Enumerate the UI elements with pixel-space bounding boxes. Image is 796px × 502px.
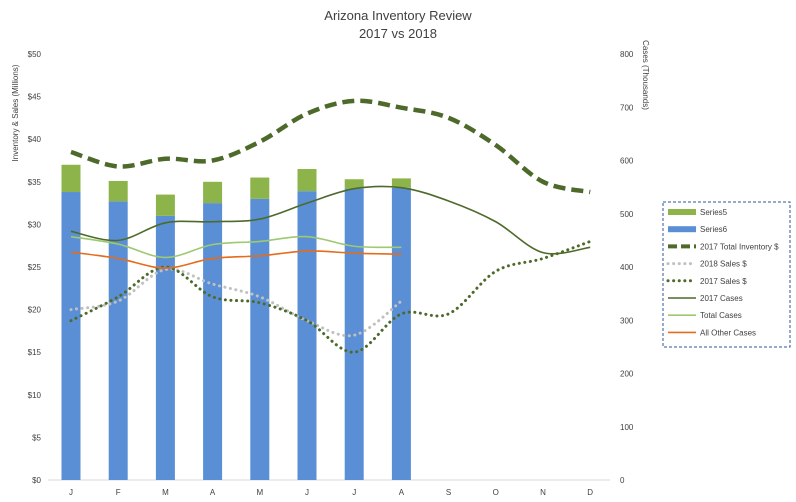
bar-series6	[108, 201, 128, 480]
line-2018-sales	[69, 267, 403, 338]
chart-subtitle: 2017 vs 2018	[359, 26, 437, 41]
x-tick-label: J	[305, 488, 309, 497]
legend-symbol	[668, 209, 696, 215]
x-tick-label: A	[210, 488, 216, 497]
x-tick-label: F	[116, 488, 121, 497]
legend-label: 2018 Sales $	[700, 260, 747, 269]
x-tick-label: J	[352, 488, 356, 497]
legend-symbol	[668, 226, 696, 233]
bar-series5	[250, 177, 270, 199]
y2-tick-label: 800	[620, 50, 634, 59]
y2-tick-label: 200	[620, 370, 634, 379]
bar-series5	[203, 181, 223, 204]
bar-series5	[155, 194, 175, 216]
y2-tick-label: 300	[620, 316, 634, 325]
legend-label: Series6	[700, 225, 728, 234]
x-tick-label: M	[162, 488, 169, 497]
x-tick-label: A	[399, 488, 405, 497]
bar-series6	[391, 187, 411, 480]
bar-series6	[297, 191, 317, 480]
legend-label: Series5	[700, 208, 728, 217]
legend-label: 2017 Total Inventory $	[700, 242, 779, 251]
y2-axis-ticks: 0 100 200 300 400 500 600 700 800	[620, 50, 634, 485]
y-axis-ticks: $0 $5 $10 $15 $20 $25 $30 $35 $40 $45 $50	[28, 50, 42, 485]
y-tick-label: $35	[28, 178, 42, 187]
x-tick-label: S	[446, 488, 451, 497]
legend-label: 2017 Cases	[700, 294, 743, 303]
legend-label: All Other Cases	[700, 328, 756, 337]
bar-series6	[155, 215, 175, 480]
y-tick-label: $0	[32, 476, 41, 485]
y-tick-label: $45	[28, 93, 42, 102]
lines-layer	[69, 98, 592, 354]
y-tick-label: $25	[28, 263, 42, 272]
line-2017-cases	[70, 185, 591, 255]
x-tick-label: J	[69, 488, 73, 497]
y-tick-label: $20	[28, 306, 42, 315]
line-all-other-cases	[70, 250, 402, 269]
bar-series5	[344, 179, 364, 189]
bar-series5	[297, 169, 317, 192]
legend: Series5 Series6 2017 Total Inventory $ 2018…	[662, 201, 791, 348]
y-tick-label: $15	[28, 348, 42, 357]
y2-tick-label: 500	[620, 210, 634, 219]
y-tick-label: $30	[28, 220, 42, 229]
legend-box	[662, 201, 791, 348]
y2-tick-label: 400	[620, 263, 634, 272]
bar-series5	[61, 164, 81, 193]
y2-tick-label: 100	[620, 423, 634, 432]
x-tick-label: M	[256, 488, 263, 497]
line-total-cases	[70, 235, 402, 259]
y-tick-label: $10	[28, 391, 42, 400]
bar-series6	[203, 203, 223, 480]
y-axis-title: Inventory & Sales (Millions)	[11, 64, 20, 161]
y2-tick-label: 700	[620, 103, 634, 112]
chart-title: Arizona Inventory Review	[324, 8, 472, 23]
y2-tick-label: 600	[620, 157, 634, 166]
y-tick-label: $50	[28, 50, 42, 59]
y-tick-label: $40	[28, 135, 42, 144]
legend-label: Total Cases	[700, 311, 742, 320]
x-tick-label: N	[540, 488, 546, 497]
y-tick-label: $5	[32, 433, 41, 442]
y2-tick-label: 0	[620, 476, 625, 485]
y2-axis-title: Cases (Thousands)	[641, 40, 650, 110]
x-tick-label: D	[587, 488, 593, 497]
line-2017-sales	[69, 239, 592, 354]
bar-series6	[61, 192, 81, 481]
legend-label: 2017 Sales $	[700, 277, 747, 286]
line-2017-total-inventory	[70, 98, 591, 195]
bar-series6	[250, 198, 270, 480]
bar-series5	[391, 178, 411, 188]
bars-layer	[61, 164, 411, 481]
x-tick-label: O	[493, 488, 499, 497]
bar-series5	[108, 180, 128, 202]
